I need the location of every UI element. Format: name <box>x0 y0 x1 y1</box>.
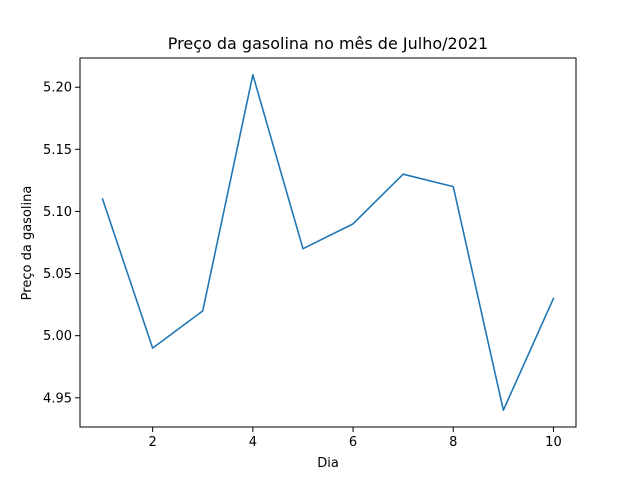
axes-frame <box>79 57 577 428</box>
y-tick-label: 5.20 <box>43 81 72 96</box>
chart-title: Preço da gasolina no mês de Julho/2021 <box>168 34 488 53</box>
x-tick-label: 10 <box>545 435 562 450</box>
y-tick-label: 5.15 <box>43 143 72 158</box>
y-tick-label: 4.95 <box>43 391 72 406</box>
series-line <box>101 73 555 412</box>
x-tick-label: 8 <box>449 435 457 450</box>
y-axis-label: Preço da gasolina <box>20 186 35 301</box>
x-tick-label: 6 <box>349 435 357 450</box>
x-tick-label: 4 <box>249 435 257 450</box>
y-tick-label: 5.10 <box>43 205 72 220</box>
y-tick-label: 5.05 <box>43 267 72 282</box>
x-tick-label: 2 <box>149 435 157 450</box>
x-axis-label: Dia <box>317 456 339 471</box>
plot-area: 2 4 6 8 10 4.95 5.00 5.05 5.10 5.15 5.20 <box>43 57 577 450</box>
y-tick-label: 5.00 <box>43 329 72 344</box>
